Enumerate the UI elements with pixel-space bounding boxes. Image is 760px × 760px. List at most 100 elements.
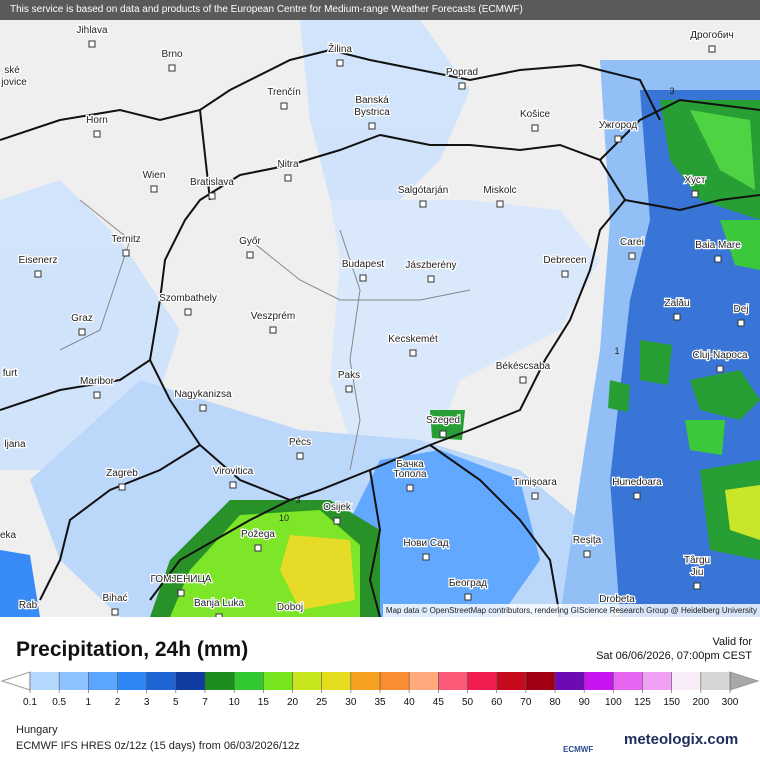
legend-color-box [59, 672, 89, 690]
legend-color-box [700, 672, 730, 690]
city-label: jovice [0, 77, 27, 88]
city-label: Rab [19, 600, 38, 611]
city-marker [427, 275, 435, 283]
city-label: Ternitz [111, 234, 140, 245]
city-marker [409, 349, 417, 357]
city-label: Топола [393, 469, 426, 480]
legend-tick-label: 60 [491, 697, 503, 708]
legend-color-box [30, 672, 60, 690]
legend-tick-label: 5 [173, 697, 179, 708]
city-label: Debrecen [543, 255, 586, 266]
precipitation-field [0, 20, 760, 617]
city-label: Nitra [277, 159, 299, 170]
city-label: Ужгород [599, 120, 638, 131]
city-label: Dej [733, 304, 748, 315]
city-marker [208, 192, 216, 200]
city-label: Drobeta [599, 594, 635, 605]
city-label: Хуст [685, 175, 706, 186]
city-marker [693, 582, 701, 590]
city-marker [737, 319, 745, 327]
city-marker [368, 122, 376, 130]
city-marker [93, 130, 101, 138]
legend-color-box [380, 672, 410, 690]
contour-label: 10 [279, 513, 289, 523]
city-marker [345, 385, 353, 393]
legend-tick-label: 7 [202, 697, 208, 708]
city-label: Virovitica [213, 466, 254, 477]
city-label: Baia Mare [695, 240, 741, 251]
legend-tick-label: 300 [722, 697, 739, 708]
legend-tick-label: 1 [86, 697, 92, 708]
city-marker [34, 270, 42, 278]
city-marker [93, 391, 101, 399]
city-marker [122, 249, 130, 257]
city-label: ГОМЈЕНИЦА [150, 574, 211, 585]
city-label: Győr [239, 236, 261, 247]
legend-color-box [292, 672, 322, 690]
city-marker [583, 550, 591, 558]
city-marker [229, 481, 237, 489]
legend-tick-label: 150 [663, 697, 680, 708]
city-label: Miskolc [483, 185, 516, 196]
city-label: Graz [71, 313, 93, 324]
city-marker [519, 376, 527, 384]
city-marker [111, 608, 119, 616]
legend-tick-label: 25 [316, 697, 328, 708]
city-marker [716, 365, 724, 373]
city-marker [269, 326, 277, 334]
city-marker [628, 252, 636, 260]
city-label: Požega [241, 529, 275, 540]
city-marker [406, 484, 414, 492]
legend-color-box [175, 672, 205, 690]
city-label: Banská [355, 95, 389, 106]
city-marker [614, 135, 622, 143]
city-label: Brno [161, 49, 183, 60]
city-label: Pécs [289, 437, 311, 448]
city-marker [714, 255, 722, 263]
city-label: Horn [86, 115, 108, 126]
city-marker [531, 124, 539, 132]
ecmwf-logo: ECMWF [563, 745, 594, 754]
legend-tick-label: 90 [579, 697, 591, 708]
legend-color-box [234, 672, 264, 690]
city-marker [673, 313, 681, 321]
city-marker [633, 492, 641, 500]
city-label: Szeged [426, 415, 460, 426]
city-label: Jihlava [76, 25, 108, 36]
model-info: ECMWF IFS HRES 0z/12z (15 days) from 06/… [16, 740, 300, 752]
city-marker [88, 40, 96, 48]
map-attribution: Map data © OpenStreetMap contributors, r… [382, 604, 760, 617]
legend-tick-label: 10 [229, 697, 241, 708]
legend-tick-label: 35 [374, 697, 386, 708]
city-marker [496, 200, 504, 208]
city-label: Bihać [102, 593, 127, 604]
city-marker [419, 200, 427, 208]
city-label: Бачка [396, 459, 424, 470]
valid-label: Valid for [712, 636, 752, 648]
city-label: Žilina [328, 42, 352, 55]
legend-color-box [321, 672, 351, 690]
legend-color-box [584, 672, 614, 690]
city-label: Banja Luka [194, 598, 244, 609]
city-marker [280, 102, 288, 110]
city-marker [422, 553, 430, 561]
city-label: Zagreb [106, 468, 138, 479]
legend-tick-label: 70 [520, 697, 532, 708]
city-marker [254, 544, 262, 552]
legend-tick-label: 80 [549, 697, 561, 708]
legend-color-box [555, 672, 585, 690]
city-marker [168, 64, 176, 72]
legend-color-box [350, 672, 380, 690]
city-label: Veszprém [251, 311, 295, 322]
legend-tick-label: 15 [258, 697, 270, 708]
city-marker [333, 517, 341, 525]
city-label: Târgu [684, 555, 710, 566]
city-label: Paks [338, 370, 360, 381]
city-label: furt [3, 368, 18, 379]
city-label: Osijek [323, 502, 352, 513]
city-marker [118, 483, 126, 491]
legend-tick-label: 125 [634, 697, 651, 708]
city-label: Нови Сад [403, 538, 448, 549]
city-label: Reșița [573, 535, 602, 546]
brand-logo: meteologix.com [624, 731, 739, 748]
